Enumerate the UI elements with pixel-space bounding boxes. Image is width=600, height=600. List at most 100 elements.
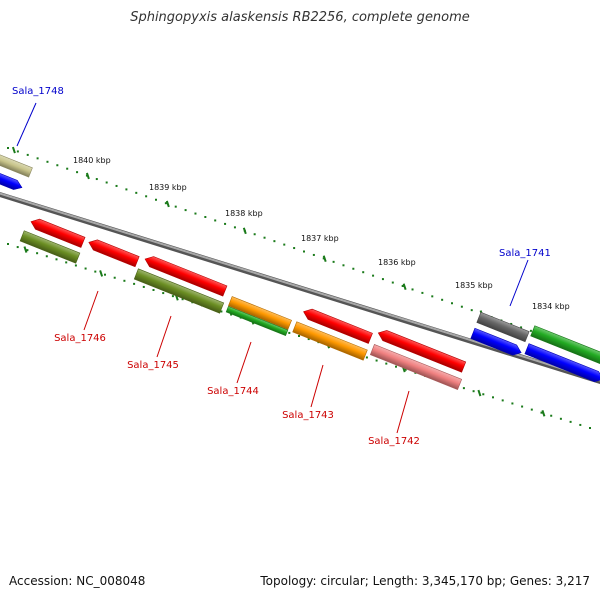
gene-sala-1746 [19, 230, 81, 264]
gene-sala-1741-body [476, 311, 530, 343]
lower-minor-tick [462, 387, 465, 390]
lower-minor-tick [45, 255, 48, 258]
upper-major-tick [402, 283, 407, 291]
upper-minor-tick [155, 198, 157, 201]
lower-minor-tick [162, 292, 165, 295]
leader-sala-1742 [396, 390, 410, 434]
upper-minor-tick [7, 147, 9, 149]
label-sala-1744: Sala_1744 [207, 386, 259, 397]
upper-minor-tick [303, 250, 305, 253]
lower-minor-tick [365, 356, 368, 359]
lower-minor-tick [472, 390, 475, 393]
lower-minor-tick [540, 411, 543, 414]
lower-minor-tick [521, 405, 524, 408]
kbp-label-1836: 1836 kbp [378, 258, 416, 267]
lower-minor-tick [65, 261, 68, 264]
map-labels: Sala_1748 Sala_1741 Sala_1746 Sala_1745 Sala… [12, 86, 570, 447]
kbp-label-1839: 1839 kbp [149, 183, 187, 192]
upper-minor-tick [233, 226, 236, 229]
gene-green-right [530, 325, 600, 365]
upper-minor-tick [76, 171, 79, 174]
gene-sala-1743-body [292, 321, 368, 361]
lower-major-tick [23, 246, 28, 253]
lower-minor-tick [482, 393, 485, 396]
kbp-label-1840: 1840 kbp [73, 156, 111, 165]
lower-major-tick [99, 270, 104, 277]
lower-minor-tick [74, 264, 77, 267]
lower-minor-tick [589, 427, 591, 429]
gene-sala-1743 [292, 321, 368, 361]
upper-minor-tick [56, 164, 59, 167]
lower-minor-tick [298, 335, 300, 337]
upper-minor-tick [135, 191, 138, 194]
upper-major-tick [322, 255, 327, 263]
gene-sala-1742-body [369, 344, 463, 390]
upper-minor-tick [342, 264, 345, 267]
topology-summary: Topology: circular; Length: 3,345,170 bp… [260, 574, 590, 588]
leader-sala-1748 [16, 102, 37, 147]
upper-minor-tick [332, 260, 335, 263]
gene-sala-1742 [369, 344, 463, 390]
upper-minor-tick [421, 291, 424, 294]
leader-sala-1743 [310, 364, 324, 408]
label-sala-1748: Sala_1748 [12, 86, 64, 97]
upper-minor-tick [283, 243, 286, 246]
lower-minor-tick [288, 331, 291, 334]
lower-minor-tick [307, 338, 310, 341]
upper-minor-tick [105, 181, 108, 184]
label-sala-1741: Sala_1741 [499, 248, 551, 259]
gene-sala-1745-body [133, 268, 225, 314]
lower-minor-tick [123, 279, 126, 282]
lower-minor-tick [55, 258, 58, 261]
gene-red-3 [144, 256, 228, 297]
gene-blue-2 [524, 343, 600, 383]
upper-minor-tick [224, 222, 227, 225]
gene-red-2-body [88, 239, 140, 268]
lower-minor-tick [404, 368, 407, 371]
gene-features [0, 152, 600, 390]
gene-sala-1741 [476, 311, 530, 343]
lower-minor-tick [26, 249, 29, 252]
gene-red-2 [88, 239, 140, 268]
gene-sala-1744-green-body [225, 305, 289, 337]
leader-sala-1744 [236, 341, 252, 384]
upper-minor-tick [451, 302, 453, 305]
lower-major-tick [477, 389, 482, 397]
lower-minor-tick [569, 420, 572, 423]
label-sala-1742: Sala_1742 [368, 436, 420, 447]
upper-minor-tick [125, 188, 128, 191]
gene-blue-left [0, 171, 23, 190]
upper-minor-tick [145, 195, 148, 198]
upper-minor-tick [273, 240, 276, 243]
lower-minor-tick [171, 295, 174, 298]
gene-sala-1748-body [0, 152, 33, 178]
lower-minor-tick [501, 399, 504, 402]
upper-minor-tick [26, 153, 29, 156]
lower-minor-tick [550, 414, 553, 417]
lower-minor-tick [220, 310, 223, 313]
lower-minor-tick [230, 313, 233, 316]
label-sala-1746: Sala_1746 [54, 333, 106, 344]
lower-minor-tick [492, 396, 494, 399]
lower-minor-tick [385, 362, 388, 365]
lower-minor-tick [395, 365, 397, 368]
gene-blue-1 [470, 327, 522, 356]
map-title: Sphingopyxis alaskensis RB2256, complete… [130, 10, 470, 25]
upper-minor-tick [36, 157, 39, 160]
upper-minor-tick [174, 205, 177, 208]
gene-sala-1742-red [377, 330, 467, 373]
gene-red-4-body [303, 308, 373, 344]
lower-minor-tick [84, 267, 87, 270]
kbp-label-1834: 1834 kbp [532, 302, 570, 311]
label-leader-lines [16, 102, 529, 434]
upper-minor-tick [115, 184, 118, 187]
lower-minor-tick [152, 289, 155, 291]
lower-minor-tick [142, 285, 145, 288]
kbp-label-1837: 1837 kbp [301, 234, 339, 243]
gene-sala-1745 [133, 268, 225, 314]
upper-minor-tick [381, 278, 384, 281]
lower-minor-tick [133, 282, 136, 285]
lower-major-tick [541, 409, 546, 417]
lower-minor-tick [113, 276, 116, 279]
upper-minor-tick [312, 253, 315, 256]
